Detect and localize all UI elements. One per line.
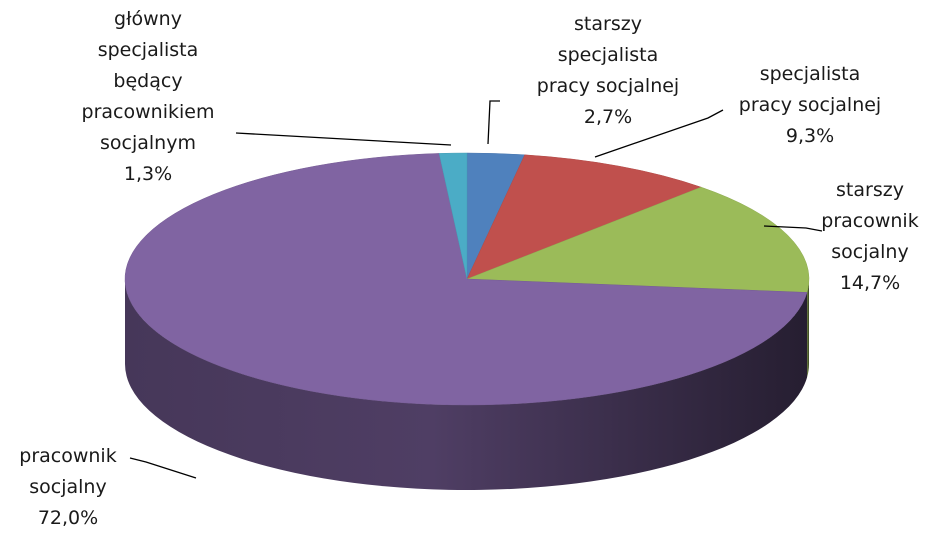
data-label-line: specjalista xyxy=(98,39,199,61)
data-label-value: 14,7% xyxy=(840,272,900,294)
data-label-line: starszy xyxy=(836,179,904,201)
data-label-value: 1,3% xyxy=(124,163,172,185)
leader-line xyxy=(487,100,500,145)
pie-slice-side xyxy=(125,279,808,490)
leader-line xyxy=(235,132,452,146)
data-label-line: socjalny xyxy=(831,241,908,263)
data-label: starszy specjalista pracy socjalnej 2,7% xyxy=(537,13,679,128)
pie-slice xyxy=(466,186,810,293)
data-label: specjalista pracy socjalnej 9,3% xyxy=(739,63,881,147)
data-label-line: specjalista xyxy=(558,44,659,66)
data-label-line: będący xyxy=(113,70,182,92)
pie-depth-layer xyxy=(125,279,809,490)
data-label-line: pracownik xyxy=(19,445,116,467)
pie-slice-side xyxy=(807,279,809,378)
data-label-line: starszy xyxy=(574,13,642,35)
data-labels-layer: starszy specjalista pracy socjalnej 2,7% spe… xyxy=(19,8,918,529)
leader-lines-layer xyxy=(129,100,823,479)
pie-slice xyxy=(124,153,808,406)
data-label-value: 72,0% xyxy=(38,507,98,529)
data-label-line: socjalnym xyxy=(100,132,196,154)
leader-line xyxy=(129,457,197,479)
data-label: pracownik socjalny 72,0% xyxy=(19,445,116,529)
pie-slice xyxy=(466,154,702,280)
data-label: starszy pracownik socjalny 14,7% xyxy=(821,179,918,294)
data-label-line: specjalista xyxy=(760,63,861,85)
data-label-value: 2,7% xyxy=(584,106,632,128)
data-label-line: pracy socjalnej xyxy=(537,75,679,97)
leader-line xyxy=(594,109,724,158)
leader-line xyxy=(763,225,823,232)
pie-top-layer xyxy=(124,152,810,406)
data-label-value: 9,3% xyxy=(786,125,834,147)
data-label-line: pracownik xyxy=(821,210,918,232)
pie-slice xyxy=(438,152,468,280)
data-label-line: pracownikiem xyxy=(82,101,215,123)
data-label-line: pracy socjalnej xyxy=(739,94,881,116)
data-label-line: socjalny xyxy=(29,476,106,498)
data-label: główny specjalista będący pracownikiem socja… xyxy=(82,8,215,185)
data-label-line: główny xyxy=(114,8,182,30)
